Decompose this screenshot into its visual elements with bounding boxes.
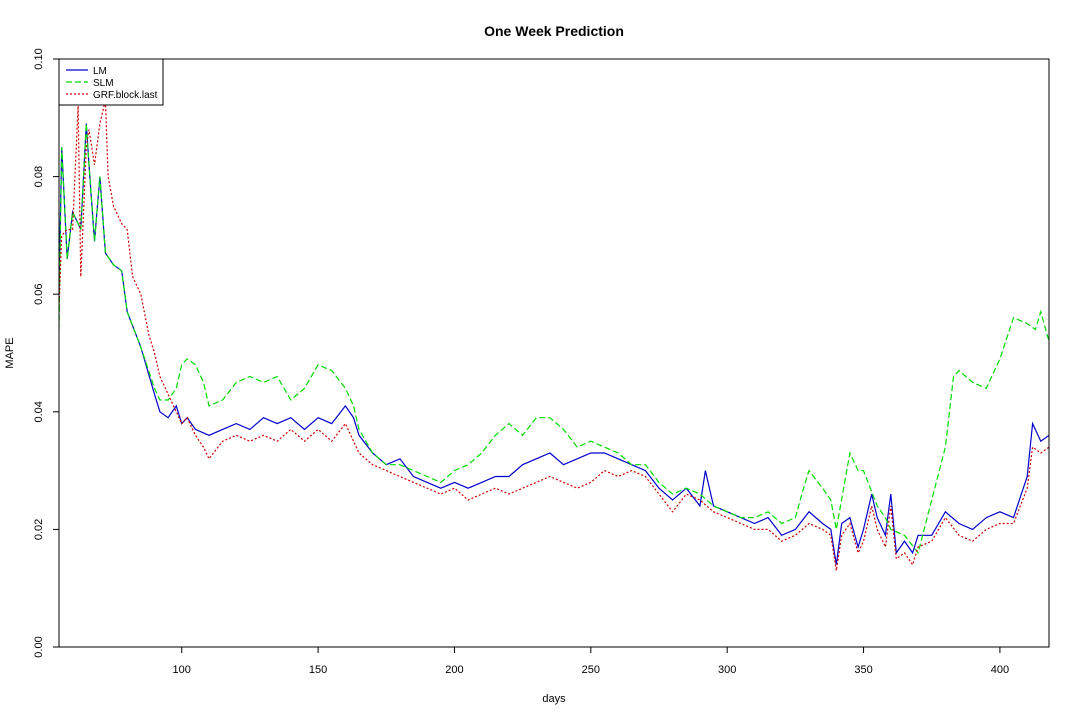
- x-tick-label: 350: [854, 664, 872, 676]
- legend-label: SLM: [93, 78, 114, 89]
- legend-label: GRF.block.last: [93, 90, 158, 101]
- y-tick-label: 0.04: [33, 401, 45, 422]
- x-tick-label: 100: [173, 664, 191, 676]
- plot-area: 100 150 200 250 300 350 400 0.00 0.02 0.04 0.06 0.0…: [33, 48, 1049, 676]
- y-tick-label: 0.08: [33, 166, 45, 187]
- y-tick-label: 0.10: [33, 48, 45, 69]
- x-tick-label: 150: [309, 664, 327, 676]
- x-axis-label: days: [542, 693, 566, 705]
- x-tick-label: 400: [991, 664, 1009, 676]
- x-tick-label: 200: [445, 664, 463, 676]
- plot-frame: [58, 58, 1050, 648]
- y-axis-label: MAPE: [4, 337, 16, 368]
- legend-label: LM: [93, 66, 107, 77]
- series-line-slm: [59, 123, 1049, 555]
- x-tick-label: 250: [582, 664, 600, 676]
- y-tick-label: 0.06: [33, 283, 45, 304]
- series-line-lm: [59, 123, 1049, 565]
- y-tick-label: 0.00: [33, 636, 45, 657]
- chart-title: One Week Prediction: [484, 23, 624, 39]
- series-line-grf-block-last: [59, 100, 1049, 571]
- y-tick-label: 0.02: [33, 519, 45, 540]
- x-tick-label: 300: [718, 664, 736, 676]
